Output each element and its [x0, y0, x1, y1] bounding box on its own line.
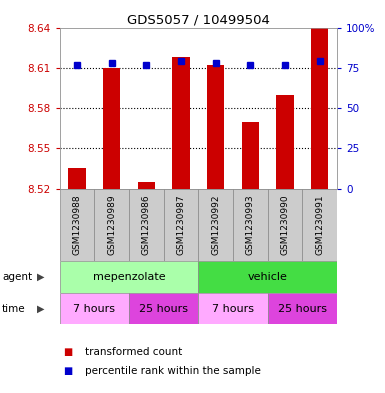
Text: GSM1230986: GSM1230986 — [142, 195, 151, 255]
Text: time: time — [2, 303, 25, 314]
Text: GSM1230991: GSM1230991 — [315, 195, 324, 255]
Bar — [198, 189, 233, 261]
Bar — [60, 189, 94, 261]
Bar — [60, 293, 129, 324]
Text: ▶: ▶ — [37, 303, 44, 314]
Bar — [129, 189, 164, 261]
Text: vehicle: vehicle — [248, 272, 288, 282]
Bar — [268, 189, 302, 261]
Text: mepenzolate: mepenzolate — [93, 272, 165, 282]
Text: GSM1230992: GSM1230992 — [211, 195, 220, 255]
Bar — [69, 169, 86, 189]
Bar — [207, 65, 224, 189]
Bar — [302, 189, 337, 261]
Text: GSM1230989: GSM1230989 — [107, 195, 116, 255]
Bar — [233, 189, 268, 261]
Bar — [311, 28, 328, 189]
Bar — [94, 189, 129, 261]
Text: transformed count: transformed count — [85, 347, 182, 357]
Bar — [103, 68, 120, 189]
Text: percentile rank within the sample: percentile rank within the sample — [85, 366, 261, 376]
Bar — [172, 57, 189, 189]
Text: ■: ■ — [64, 366, 73, 376]
Text: 25 hours: 25 hours — [139, 303, 188, 314]
Text: 25 hours: 25 hours — [278, 303, 327, 314]
Bar — [129, 293, 198, 324]
Text: GSM1230987: GSM1230987 — [176, 195, 186, 255]
Text: 7 hours: 7 hours — [73, 303, 116, 314]
Bar — [242, 121, 259, 189]
Bar — [198, 261, 337, 293]
Bar — [198, 293, 268, 324]
Bar — [164, 189, 198, 261]
Bar — [60, 261, 198, 293]
Text: GSM1230993: GSM1230993 — [246, 195, 255, 255]
Text: agent: agent — [2, 272, 32, 282]
Bar — [138, 182, 155, 189]
Text: GSM1230990: GSM1230990 — [280, 195, 290, 255]
Bar — [276, 95, 293, 189]
Text: ■: ■ — [64, 347, 73, 357]
Title: GDS5057 / 10499504: GDS5057 / 10499504 — [127, 13, 270, 26]
Text: ▶: ▶ — [37, 272, 44, 282]
Text: 7 hours: 7 hours — [212, 303, 254, 314]
Bar — [268, 293, 337, 324]
Text: GSM1230988: GSM1230988 — [72, 195, 82, 255]
